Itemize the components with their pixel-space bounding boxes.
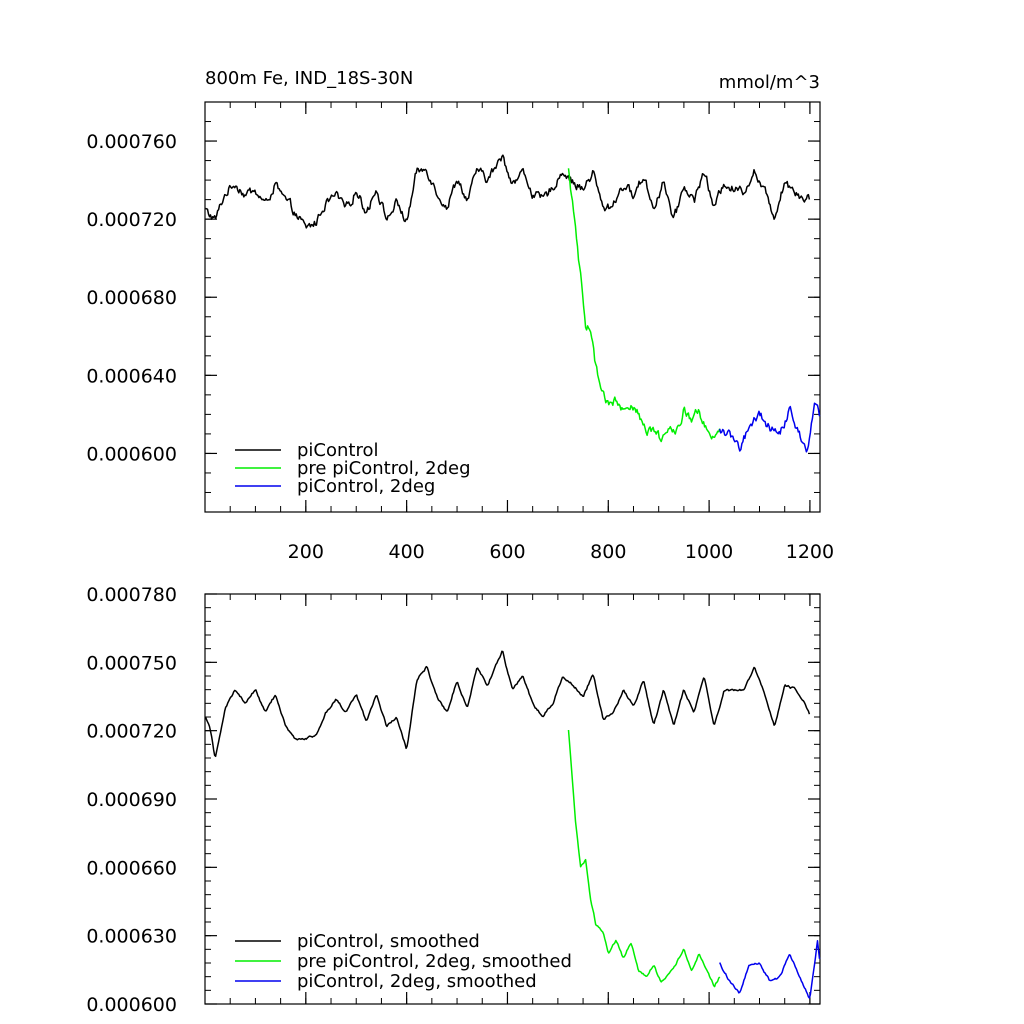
top-series <box>205 154 821 453</box>
legend-label: piControl, 2deg, smoothed <box>297 971 537 992</box>
x-tick-label: 600 <box>489 541 525 563</box>
bottom-panel: 0.000600 0.000630 0.000660 0.000690 0.000720… <box>86 584 821 1016</box>
legend-label: pre piControl, 2deg <box>297 458 471 479</box>
y-tick-label: 0.000760 <box>86 131 177 153</box>
y-tick-label: 0.000660 <box>86 857 177 879</box>
legend-label: piControl, smoothed <box>297 931 480 952</box>
bottom-ticks: 0.000600 0.000630 0.000660 0.000690 0.000720… <box>86 584 820 1016</box>
x-tick-label: 1200 <box>786 541 834 563</box>
x-tick-label: 400 <box>389 541 425 563</box>
top-panel-title: 800m Fe, IND_18S-30N <box>205 68 413 89</box>
top-ticks: 0.000600 0.000640 0.000680 0.000720 0.000760… <box>86 101 834 563</box>
y-tick-label: 0.000600 <box>86 994 177 1016</box>
legend-label: piControl, 2deg <box>297 476 435 497</box>
y-tick-label: 0.000690 <box>86 789 177 811</box>
y-tick-label: 0.000600 <box>86 443 177 465</box>
series-line-2 <box>719 940 821 999</box>
y-tick-label: 0.000750 <box>86 652 177 674</box>
bottom-series <box>204 650 821 999</box>
series-line-1 <box>567 168 721 443</box>
x-tick-label: 200 <box>288 541 324 563</box>
top-panel: 800m Fe, IND_18S-30N mmol/m^3 0.0006000.… <box>86 68 834 563</box>
legend-label: pre piControl, 2deg, smoothed <box>297 951 572 972</box>
x-tick-label: 800 <box>590 541 626 563</box>
x-tick-label: 1000 <box>685 541 733 563</box>
series-line-1 <box>567 729 721 988</box>
top-plot-frame <box>204 101 821 513</box>
top-panel-units: mmol/m^3 <box>719 72 820 93</box>
series-line-0 <box>205 154 811 229</box>
legend-label: piControl <box>297 440 379 461</box>
y-tick-label: 0.000630 <box>86 926 177 948</box>
y-tick-label: 0.000720 <box>86 209 177 231</box>
series-line-2 <box>718 402 821 453</box>
y-tick-label: 0.000680 <box>86 287 177 309</box>
y-tick-label: 0.000720 <box>86 721 177 743</box>
series-line-0 <box>204 650 811 758</box>
y-tick-label: 0.000640 <box>86 365 177 387</box>
y-tick-label: 0.000780 <box>86 584 177 606</box>
